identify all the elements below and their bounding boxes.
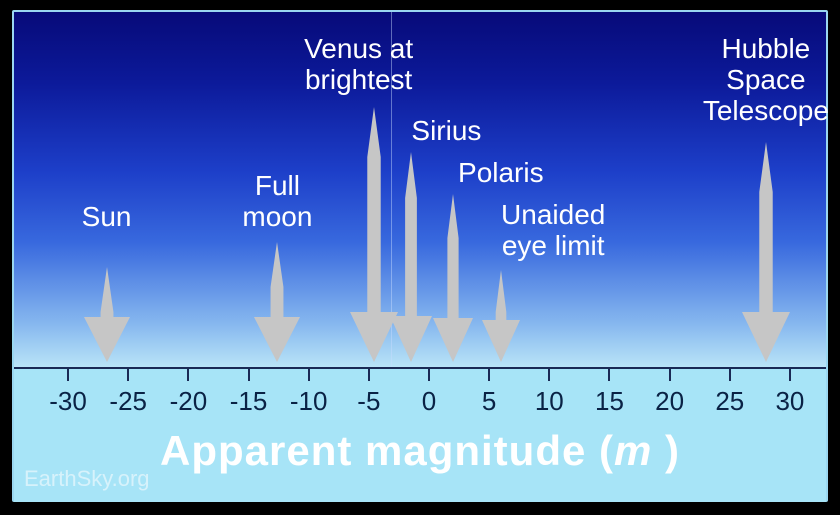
tick-label: 25: [715, 386, 744, 417]
chart-frame: -30 -25 -20 -15 -10 -5 0 5 10 15 20 25 30 Sun Fullmoo…: [12, 10, 828, 502]
tick-mark: [187, 367, 189, 381]
tick-mark: [729, 367, 731, 381]
tick-label: -25: [109, 386, 147, 417]
tick-mark: [127, 367, 129, 381]
polaris-arrow-icon: [433, 194, 473, 362]
tick-label: 0: [422, 386, 436, 417]
sun-arrow-icon: [84, 267, 130, 362]
tick-mark: [789, 367, 791, 381]
tick-mark: [428, 367, 430, 381]
full-moon-arrow-icon: [254, 242, 300, 362]
tick-mark: [608, 367, 610, 381]
credit-text: EarthSky.org: [24, 466, 150, 492]
axis-title-suffix: ): [652, 427, 680, 474]
tick-mark: [368, 367, 370, 381]
sirius-label: Sirius: [411, 116, 481, 147]
venus-label: Venus atbrightest: [304, 34, 413, 96]
tick-label: -30: [49, 386, 87, 417]
sirius-arrow-icon: [390, 152, 432, 362]
sun-label: Sun: [82, 202, 132, 233]
axis-title-var: m: [614, 427, 652, 474]
tick-mark: [488, 367, 490, 381]
eye-limit-arrow-icon: [482, 270, 520, 362]
tick-label: 20: [655, 386, 684, 417]
tick-label: -10: [290, 386, 328, 417]
axis-title-prefix: Apparent magnitude (: [160, 427, 614, 474]
tick-mark: [67, 367, 69, 381]
full-moon-label: Fullmoon: [242, 171, 312, 233]
axis-baseline: [14, 367, 826, 369]
tick-mark: [308, 367, 310, 381]
tick-label: 15: [595, 386, 624, 417]
tick-label: -5: [357, 386, 380, 417]
hubble-label: HubbleSpaceTelescope: [703, 34, 829, 126]
tick-label: -20: [170, 386, 208, 417]
hubble-arrow-icon: [742, 142, 790, 362]
tick-mark: [669, 367, 671, 381]
tick-label: 5: [482, 386, 496, 417]
tick-label: 30: [775, 386, 804, 417]
eye-limit-label: Unaidedeye limit: [501, 200, 605, 262]
tick-label: 10: [535, 386, 564, 417]
tick-label: -15: [230, 386, 268, 417]
polaris-label: Polaris: [458, 158, 544, 189]
tick-mark: [248, 367, 250, 381]
tick-mark: [548, 367, 550, 381]
